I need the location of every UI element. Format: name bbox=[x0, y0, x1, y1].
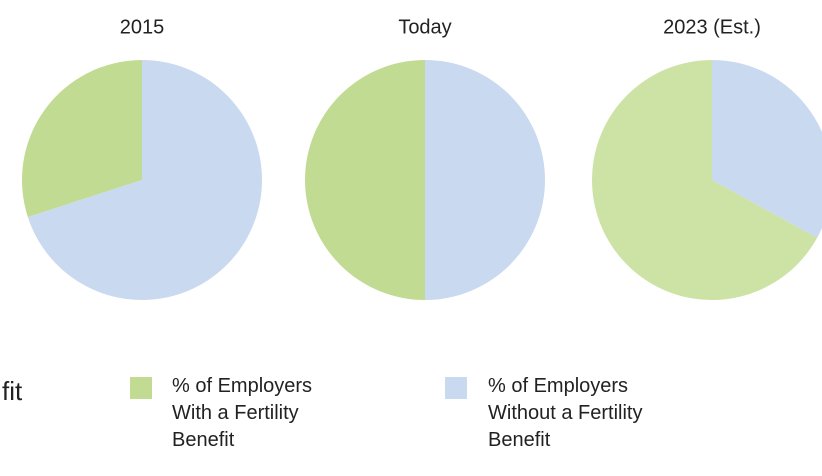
cut-text: fit bbox=[2, 376, 23, 406]
pie-slice bbox=[592, 60, 818, 300]
pie-slice bbox=[27, 60, 262, 300]
pie-title: Today bbox=[398, 16, 451, 38]
legend-swatch bbox=[130, 377, 152, 399]
pie-title: 2015 bbox=[120, 16, 165, 38]
legend-label: % of Employers Without a Fertility Benef… bbox=[488, 375, 643, 451]
pie-title: 2023 (Est.) bbox=[663, 16, 761, 38]
pie-slice bbox=[712, 60, 822, 238]
pie-slice bbox=[425, 60, 545, 300]
legend-label: % of Employers With a Fertility Benefit bbox=[172, 375, 313, 451]
pie-slice bbox=[21, 60, 142, 218]
legend-swatch bbox=[445, 377, 467, 399]
pie-slice bbox=[305, 60, 425, 300]
